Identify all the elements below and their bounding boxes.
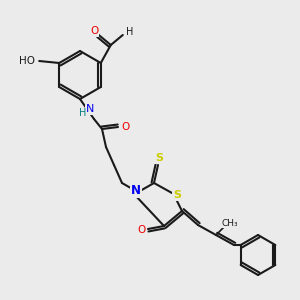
Text: S: S: [155, 153, 163, 163]
Text: N: N: [86, 104, 94, 114]
Text: CH₃: CH₃: [222, 218, 238, 227]
Text: O: O: [91, 26, 99, 36]
Text: H: H: [126, 27, 134, 37]
Text: HO: HO: [19, 56, 35, 66]
Text: S: S: [173, 190, 181, 200]
Text: O: O: [137, 225, 145, 235]
Text: O: O: [121, 122, 129, 132]
Text: N: N: [131, 184, 141, 197]
Text: H: H: [79, 108, 87, 118]
